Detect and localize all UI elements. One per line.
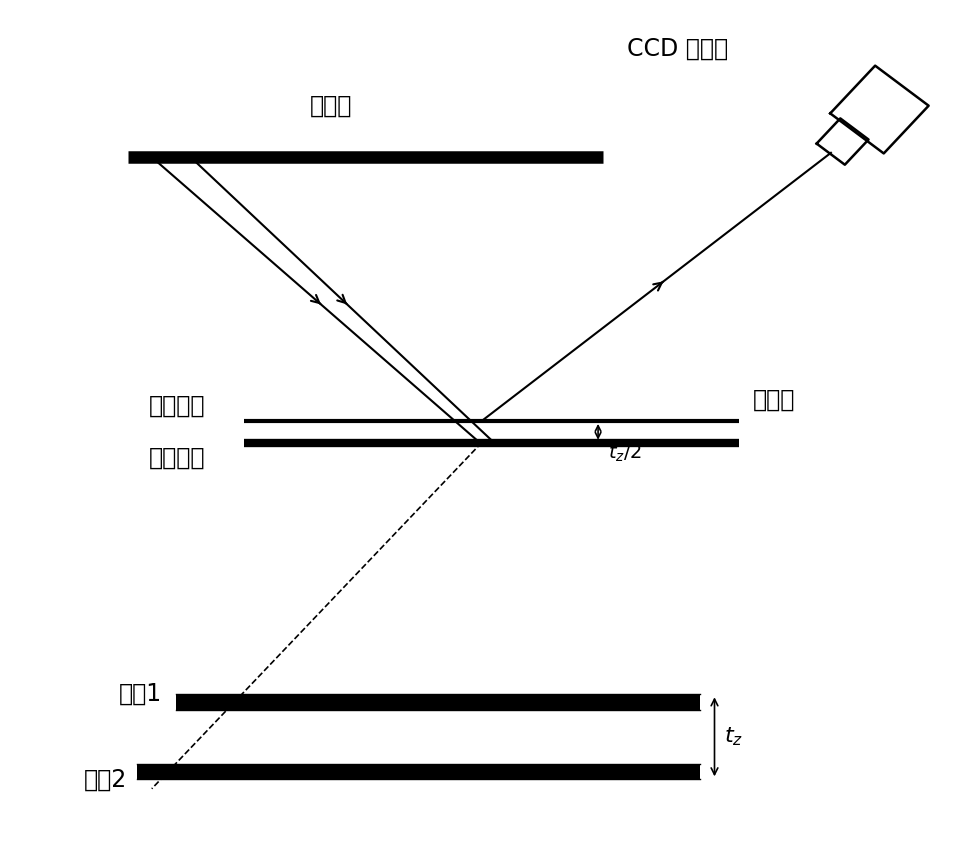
Bar: [176, 694, 700, 710]
Text: 反射镜: 反射镜: [753, 387, 796, 411]
Text: 显示屏: 显示屏: [310, 95, 352, 118]
Text: 初始位置: 初始位置: [149, 393, 205, 418]
Bar: [137, 764, 700, 779]
Text: 虚像2: 虚像2: [85, 768, 127, 792]
Text: 虚像1: 虚像1: [119, 681, 162, 706]
Text: CCD 摄像机: CCD 摄像机: [628, 37, 729, 61]
Text: $t_z$: $t_z$: [724, 726, 743, 748]
Text: $t_z/2$: $t_z/2$: [608, 443, 641, 464]
Text: 移动位置: 移动位置: [149, 446, 205, 470]
